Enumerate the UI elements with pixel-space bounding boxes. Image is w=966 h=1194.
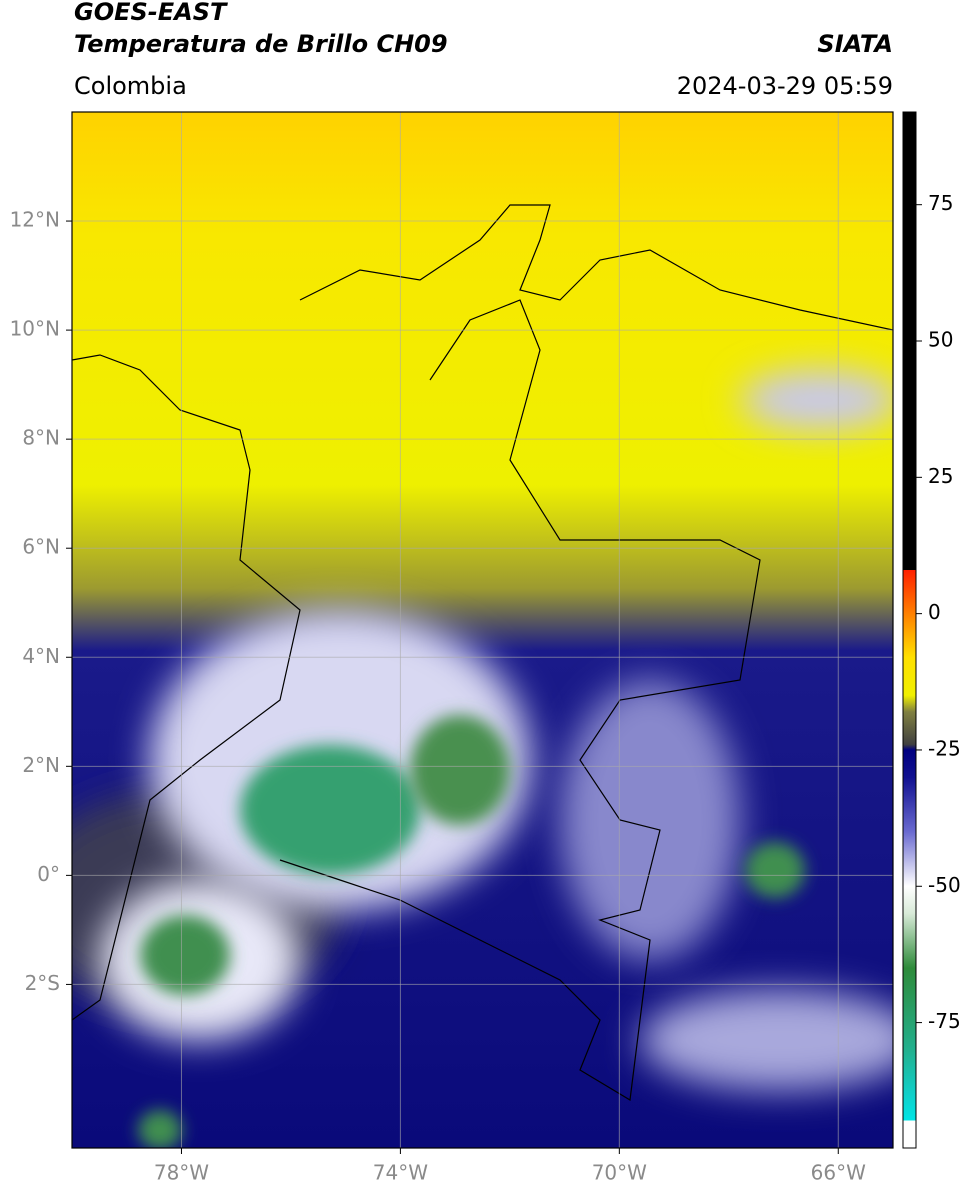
- datetime: 2024-03-29 05:59: [677, 72, 893, 100]
- y-tick-label: 6°N: [22, 535, 60, 559]
- satellite: GOES-EAST: [74, 0, 228, 26]
- colorbar-tick-label: 25: [928, 464, 953, 488]
- y-tick-label: 10°N: [10, 317, 60, 341]
- region: Colombia: [74, 72, 187, 100]
- grid: [72, 112, 893, 1148]
- x-tick-label: 70°W: [592, 1161, 647, 1185]
- colorbar-tick-label: 75: [928, 191, 953, 215]
- colorbar-tick-label: 0: [928, 600, 941, 624]
- y-tick-label: 8°N: [22, 426, 60, 450]
- y-tick-label: 4°N: [22, 644, 60, 668]
- colorbar-tick-label: -25: [928, 736, 961, 760]
- colorbar-tick-label: 50: [928, 328, 953, 352]
- map-frame: [71, 111, 894, 1149]
- satellite-image: [72, 112, 893, 1148]
- colorbar-tick-label: -50: [928, 873, 961, 897]
- product: Temperatura de Brillo CH09: [74, 30, 448, 58]
- y-tick-label: 2°S: [25, 971, 60, 995]
- x-tick-label: 78°W: [154, 1161, 209, 1185]
- agency: SIATA: [817, 30, 893, 58]
- x-tick-label: 66°W: [811, 1161, 866, 1185]
- y-tick-label: 2°N: [22, 753, 60, 777]
- colorbar-tick-label: -75: [928, 1009, 961, 1033]
- x-tick-label: 74°W: [373, 1161, 428, 1185]
- y-tick-label: 12°N: [10, 208, 60, 232]
- y-tick-label: 0°: [37, 862, 60, 886]
- colorbar: [902, 111, 917, 1149]
